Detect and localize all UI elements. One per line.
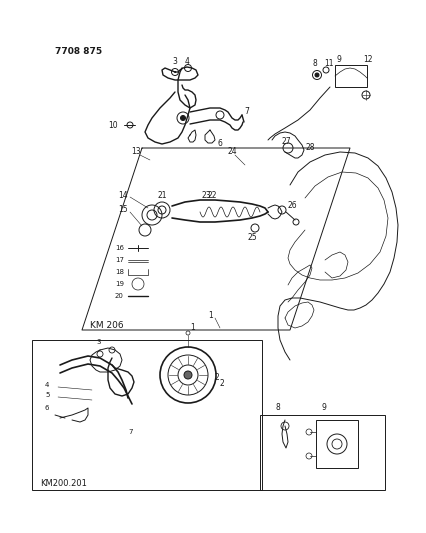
Bar — [32, 340, 262, 490]
Text: 21: 21 — [158, 190, 167, 199]
Text: 7: 7 — [243, 108, 248, 117]
Bar — [315, 420, 357, 468]
Text: 7708 875: 7708 875 — [55, 47, 102, 56]
Text: 1: 1 — [207, 311, 212, 319]
Text: 19: 19 — [115, 281, 124, 287]
Text: 6: 6 — [218, 139, 222, 148]
Text: 1: 1 — [190, 324, 194, 333]
Text: 8: 8 — [275, 403, 280, 413]
Text: 6: 6 — [45, 405, 49, 411]
Text: KM200.201: KM200.201 — [40, 480, 86, 489]
Text: 9: 9 — [321, 403, 326, 413]
Text: 27: 27 — [281, 138, 291, 147]
Text: 28: 28 — [305, 143, 315, 152]
Text: KM 206: KM 206 — [90, 321, 124, 330]
Text: 25: 25 — [248, 233, 257, 243]
Circle shape — [171, 69, 178, 76]
Text: 4: 4 — [184, 56, 190, 66]
Text: 7: 7 — [128, 429, 132, 435]
Circle shape — [180, 116, 185, 120]
Circle shape — [314, 73, 318, 77]
Text: 22: 22 — [207, 190, 217, 199]
Circle shape — [184, 371, 192, 379]
Text: 16: 16 — [115, 245, 124, 251]
Bar — [259, 415, 384, 490]
Text: 9: 9 — [336, 55, 341, 64]
Text: 2: 2 — [219, 378, 224, 387]
Text: 10: 10 — [108, 120, 117, 130]
Text: 17: 17 — [115, 257, 124, 263]
Text: 23: 23 — [201, 190, 211, 199]
Text: 3: 3 — [96, 339, 100, 345]
Text: 12: 12 — [362, 55, 371, 64]
Text: 2: 2 — [215, 374, 219, 383]
Circle shape — [184, 64, 191, 71]
Text: 4: 4 — [45, 382, 49, 388]
Text: 24: 24 — [227, 148, 237, 157]
Text: 15: 15 — [118, 206, 127, 214]
Text: 14: 14 — [118, 190, 127, 199]
Text: 8: 8 — [312, 60, 317, 69]
Bar — [334, 65, 366, 87]
Text: 11: 11 — [323, 60, 333, 69]
Text: 3: 3 — [172, 56, 176, 66]
Text: 26: 26 — [287, 200, 297, 209]
Text: 18: 18 — [115, 269, 124, 275]
Text: 20: 20 — [115, 293, 124, 299]
Text: 13: 13 — [131, 148, 140, 157]
Circle shape — [127, 122, 132, 128]
Text: 5: 5 — [45, 392, 49, 398]
